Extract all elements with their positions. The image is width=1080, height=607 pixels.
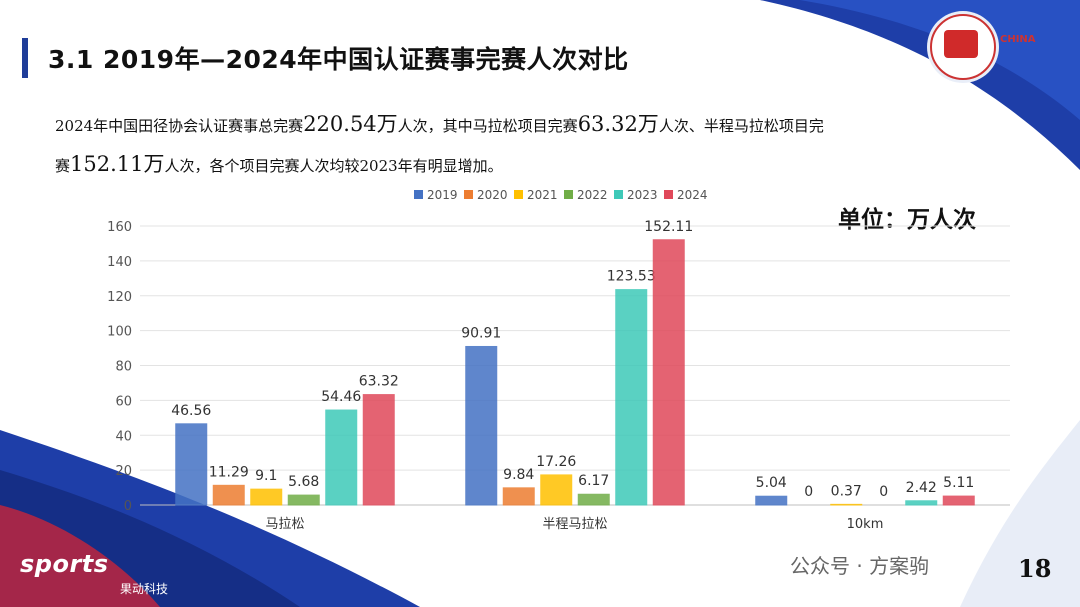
data-label: 0.37 bbox=[831, 483, 862, 499]
bar bbox=[250, 488, 283, 506]
bar bbox=[175, 423, 208, 506]
y-tick-label: 0 bbox=[124, 499, 132, 514]
legend-swatch bbox=[564, 190, 573, 199]
unit-label: 单位：万人次 bbox=[838, 207, 976, 233]
data-label: 63.32 bbox=[359, 374, 399, 390]
legend-swatch bbox=[614, 190, 623, 199]
bar bbox=[465, 345, 498, 506]
bar bbox=[325, 409, 358, 506]
data-label: 9.1 bbox=[255, 468, 277, 484]
data-label: 0 bbox=[804, 484, 813, 500]
y-tick-label: 20 bbox=[115, 464, 132, 479]
bar bbox=[615, 289, 648, 506]
legend-label: 2024 bbox=[677, 188, 708, 202]
bar bbox=[502, 487, 535, 506]
summary-line-1: 2024年中国田径协会认证赛事总完赛220.54万人次，其中马拉松项目完赛63.… bbox=[55, 112, 824, 136]
y-tick-label: 60 bbox=[115, 394, 132, 409]
page-number: 18 bbox=[1018, 554, 1052, 583]
legend-label: 2019 bbox=[427, 188, 458, 202]
bar bbox=[212, 484, 245, 506]
legend-swatch bbox=[514, 190, 523, 199]
china-running-logo: CHINA bbox=[1000, 34, 1036, 45]
y-tick-label: 80 bbox=[115, 360, 132, 375]
legend-swatch bbox=[414, 190, 423, 199]
data-label: 5.11 bbox=[943, 475, 974, 491]
bar bbox=[830, 503, 863, 506]
legend-swatch bbox=[464, 190, 473, 199]
bar bbox=[577, 493, 610, 506]
x-category-label: 半程马拉松 bbox=[542, 517, 607, 532]
data-label: 6.17 bbox=[578, 473, 609, 489]
data-label: 123.53 bbox=[607, 269, 656, 285]
page-title: 3.1 2019年—2024年中国认证赛事完赛人次对比 bbox=[48, 45, 629, 74]
y-tick-label: 160 bbox=[107, 220, 132, 235]
legend-label: 2020 bbox=[477, 188, 508, 202]
data-label: 17.26 bbox=[536, 454, 576, 470]
summary-line-2: 赛152.11万人次，各个项目完赛人次均较2023年有明显增加。 bbox=[55, 152, 503, 176]
sports-brand-logo: sports bbox=[20, 550, 109, 578]
legend-swatch bbox=[664, 190, 673, 199]
bar bbox=[905, 500, 938, 506]
bar bbox=[362, 394, 395, 506]
data-label: 9.84 bbox=[503, 467, 534, 483]
x-category-label: 10km bbox=[847, 517, 884, 532]
title-accent-bar bbox=[22, 38, 28, 78]
y-tick-label: 140 bbox=[107, 255, 132, 270]
data-label: 5.04 bbox=[756, 475, 787, 491]
y-tick-label: 120 bbox=[107, 290, 132, 305]
bar bbox=[942, 495, 975, 506]
bar bbox=[755, 495, 788, 506]
x-category-label: 马拉松 bbox=[265, 517, 304, 532]
bar bbox=[540, 474, 573, 506]
data-label: 152.11 bbox=[644, 219, 693, 235]
data-label: 46.56 bbox=[171, 403, 211, 419]
wechat-watermark: 公众号 · 方案驹 bbox=[790, 554, 930, 578]
data-label: 2.42 bbox=[906, 480, 937, 496]
bar bbox=[287, 494, 320, 506]
data-label: 11.29 bbox=[209, 464, 249, 480]
bar bbox=[652, 239, 685, 506]
y-tick-label: 100 bbox=[107, 325, 132, 340]
legend-label: 2021 bbox=[527, 188, 558, 202]
legend-label: 2023 bbox=[627, 188, 658, 202]
data-label: 90.91 bbox=[461, 325, 501, 341]
legend-label: 2022 bbox=[577, 188, 608, 202]
athletics-association-logo bbox=[930, 14, 996, 80]
y-tick-label: 40 bbox=[115, 429, 132, 444]
data-label: 54.46 bbox=[321, 389, 361, 405]
sports-brand-subtitle: 果动科技 bbox=[120, 582, 169, 596]
data-label: 0 bbox=[879, 484, 888, 500]
data-label: 5.68 bbox=[288, 474, 319, 490]
